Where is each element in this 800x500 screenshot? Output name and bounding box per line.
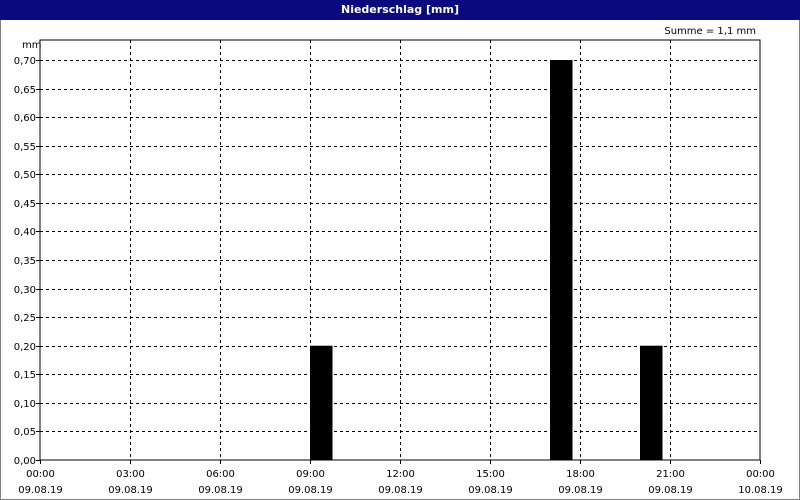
x-tick-time: 03:00: [116, 469, 145, 480]
y-tick-label: 0,25: [14, 313, 36, 324]
x-tick-time: 21:00: [656, 469, 685, 480]
precipitation-chart: 0,00 0,05 0,10 0,15 0,20 0,25 0,30 0,35 0,40 0,45…: [14, 26, 783, 496]
x-tick-date: 09.08.19: [108, 485, 153, 496]
x-tick-time: 00:00: [26, 469, 55, 480]
sum-label: Summe = 1,1 mm: [664, 26, 756, 37]
y-tick-label: 0,10: [14, 399, 36, 410]
y-tick-label: 0,00: [14, 456, 36, 467]
y-axis-unit: mm: [22, 40, 41, 51]
x-tick-date: 10.08.19: [738, 485, 783, 496]
x-tick-time: 18:00: [566, 469, 595, 480]
y-tick-label: 0,45: [14, 199, 36, 210]
precipitation-bar: [640, 345, 663, 460]
y-tick-label: 0,15: [14, 370, 36, 381]
x-tick-time: 06:00: [206, 469, 235, 480]
y-tick-label: 0,55: [14, 142, 36, 153]
y-tick-label: 0,30: [14, 285, 36, 296]
x-tick-date: 09.08.19: [198, 485, 243, 496]
chart-title: Niederschlag [mm]: [0, 0, 800, 20]
x-tick-time: 12:00: [386, 469, 415, 480]
x-tick-date: 09.08.19: [288, 485, 333, 496]
x-tick-time: 15:00: [476, 469, 505, 480]
x-tick-date: 09.08.19: [468, 485, 513, 496]
precipitation-bar: [550, 60, 573, 460]
y-tick-label: 0,05: [14, 427, 36, 438]
y-tick-label: 0,35: [14, 256, 36, 267]
axes: 0,00 0,05 0,10 0,15 0,20 0,25 0,30 0,35 0,40 0,45…: [14, 39, 783, 496]
x-tick-time: 09:00: [296, 469, 325, 480]
y-tick-label: 0,40: [14, 227, 36, 238]
x-tick-date: 09.08.19: [18, 485, 63, 496]
bars: [310, 60, 663, 460]
y-tick-label: 0,50: [14, 170, 36, 181]
y-tick-label: 0,70: [14, 56, 36, 67]
x-tick-date: 09.08.19: [558, 485, 603, 496]
x-tick-date: 09.08.19: [648, 485, 693, 496]
y-tick-label: 0,65: [14, 85, 36, 96]
y-tick-label: 0,60: [14, 113, 36, 124]
x-tick-time: 00:00: [746, 469, 775, 480]
y-tick-label: 0,20: [14, 342, 36, 353]
precipitation-bar: [310, 345, 333, 460]
x-tick-date: 09.08.19: [378, 485, 423, 496]
